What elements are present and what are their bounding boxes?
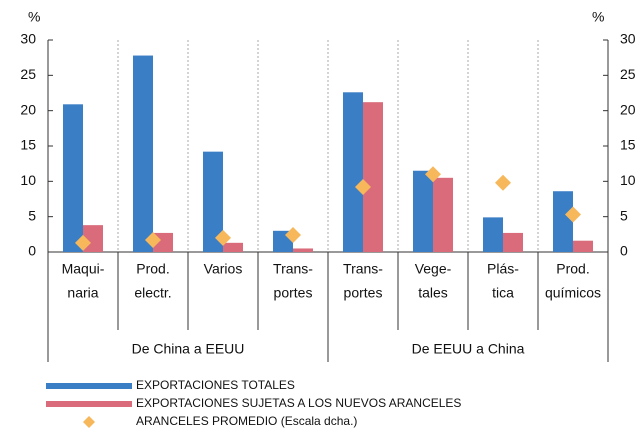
- x-tick-label: Trans-: [343, 261, 383, 277]
- x-tick-label: portes: [344, 285, 383, 301]
- x-tick-label: electr.: [134, 285, 171, 301]
- x-tick-label: Vege-: [415, 261, 452, 277]
- legend-label: EXPORTACIONES TOTALES: [136, 378, 295, 392]
- bar: [573, 240, 593, 252]
- group-label: De China a EEUU: [132, 341, 245, 357]
- x-tick-label: Prod.: [136, 261, 169, 277]
- y2-tick-label: 15: [620, 137, 636, 153]
- y-tick-label: 0: [28, 243, 36, 259]
- y-tick-label: 30: [20, 31, 36, 47]
- diamond: [285, 227, 301, 244]
- bar: [203, 151, 223, 252]
- diamond: [215, 229, 231, 246]
- group-label: De EEUU a China: [412, 341, 525, 357]
- diamond: [355, 178, 371, 195]
- x-tick-label: tica: [492, 285, 514, 301]
- bar: [343, 92, 363, 252]
- bar: [413, 170, 433, 252]
- y-tick-label: 15: [20, 137, 36, 153]
- y-tick-label: 20: [20, 101, 36, 117]
- bar: [553, 191, 573, 252]
- y2-tick-label: 30: [620, 31, 636, 47]
- x-tick-label: naria: [67, 285, 98, 301]
- y2-tick-label: 5: [620, 207, 628, 223]
- y2-tick-label: 10: [620, 172, 636, 188]
- x-tick-label: tales: [418, 285, 448, 301]
- bar: [483, 217, 503, 252]
- legend-swatch: [46, 383, 132, 389]
- bar: [433, 177, 453, 252]
- y-tick-label: 25: [20, 66, 36, 82]
- diamond: [425, 166, 441, 183]
- y-tick-label: 10: [20, 172, 36, 188]
- legend-label: EXPORTACIONES SUJETAS A LOS NUEVOS ARANC…: [136, 396, 461, 410]
- bar: [503, 232, 523, 252]
- legend-label: ARANCELES PROMEDIO (Escala dcha.): [136, 414, 357, 428]
- diamond: [495, 174, 511, 191]
- y2-unit: %: [592, 9, 604, 25]
- bar: [63, 104, 83, 252]
- x-tick-label: Prod.: [556, 261, 589, 277]
- bar: [293, 248, 313, 252]
- x-tick-label: Trans-: [273, 261, 313, 277]
- legend-swatch: [46, 401, 132, 407]
- diamond: [145, 231, 161, 248]
- legend-swatch: [83, 416, 95, 428]
- diamond: [75, 234, 91, 251]
- y-unit: %: [28, 9, 40, 25]
- y2-tick-label: 0: [620, 243, 628, 259]
- x-tick-label: Varios: [204, 261, 243, 277]
- x-tick-label: químicos: [545, 285, 601, 301]
- x-tick-label: Maqui-: [62, 261, 105, 277]
- bar: [223, 242, 243, 252]
- diamond: [565, 206, 581, 223]
- y2-tick-label: 25: [620, 66, 636, 82]
- y-tick-label: 5: [28, 207, 36, 223]
- bar: [363, 102, 383, 252]
- bar: [133, 55, 153, 253]
- y2-tick-label: 20: [620, 101, 636, 117]
- x-tick-label: portes: [274, 285, 313, 301]
- x-tick-label: Plás-: [487, 261, 519, 277]
